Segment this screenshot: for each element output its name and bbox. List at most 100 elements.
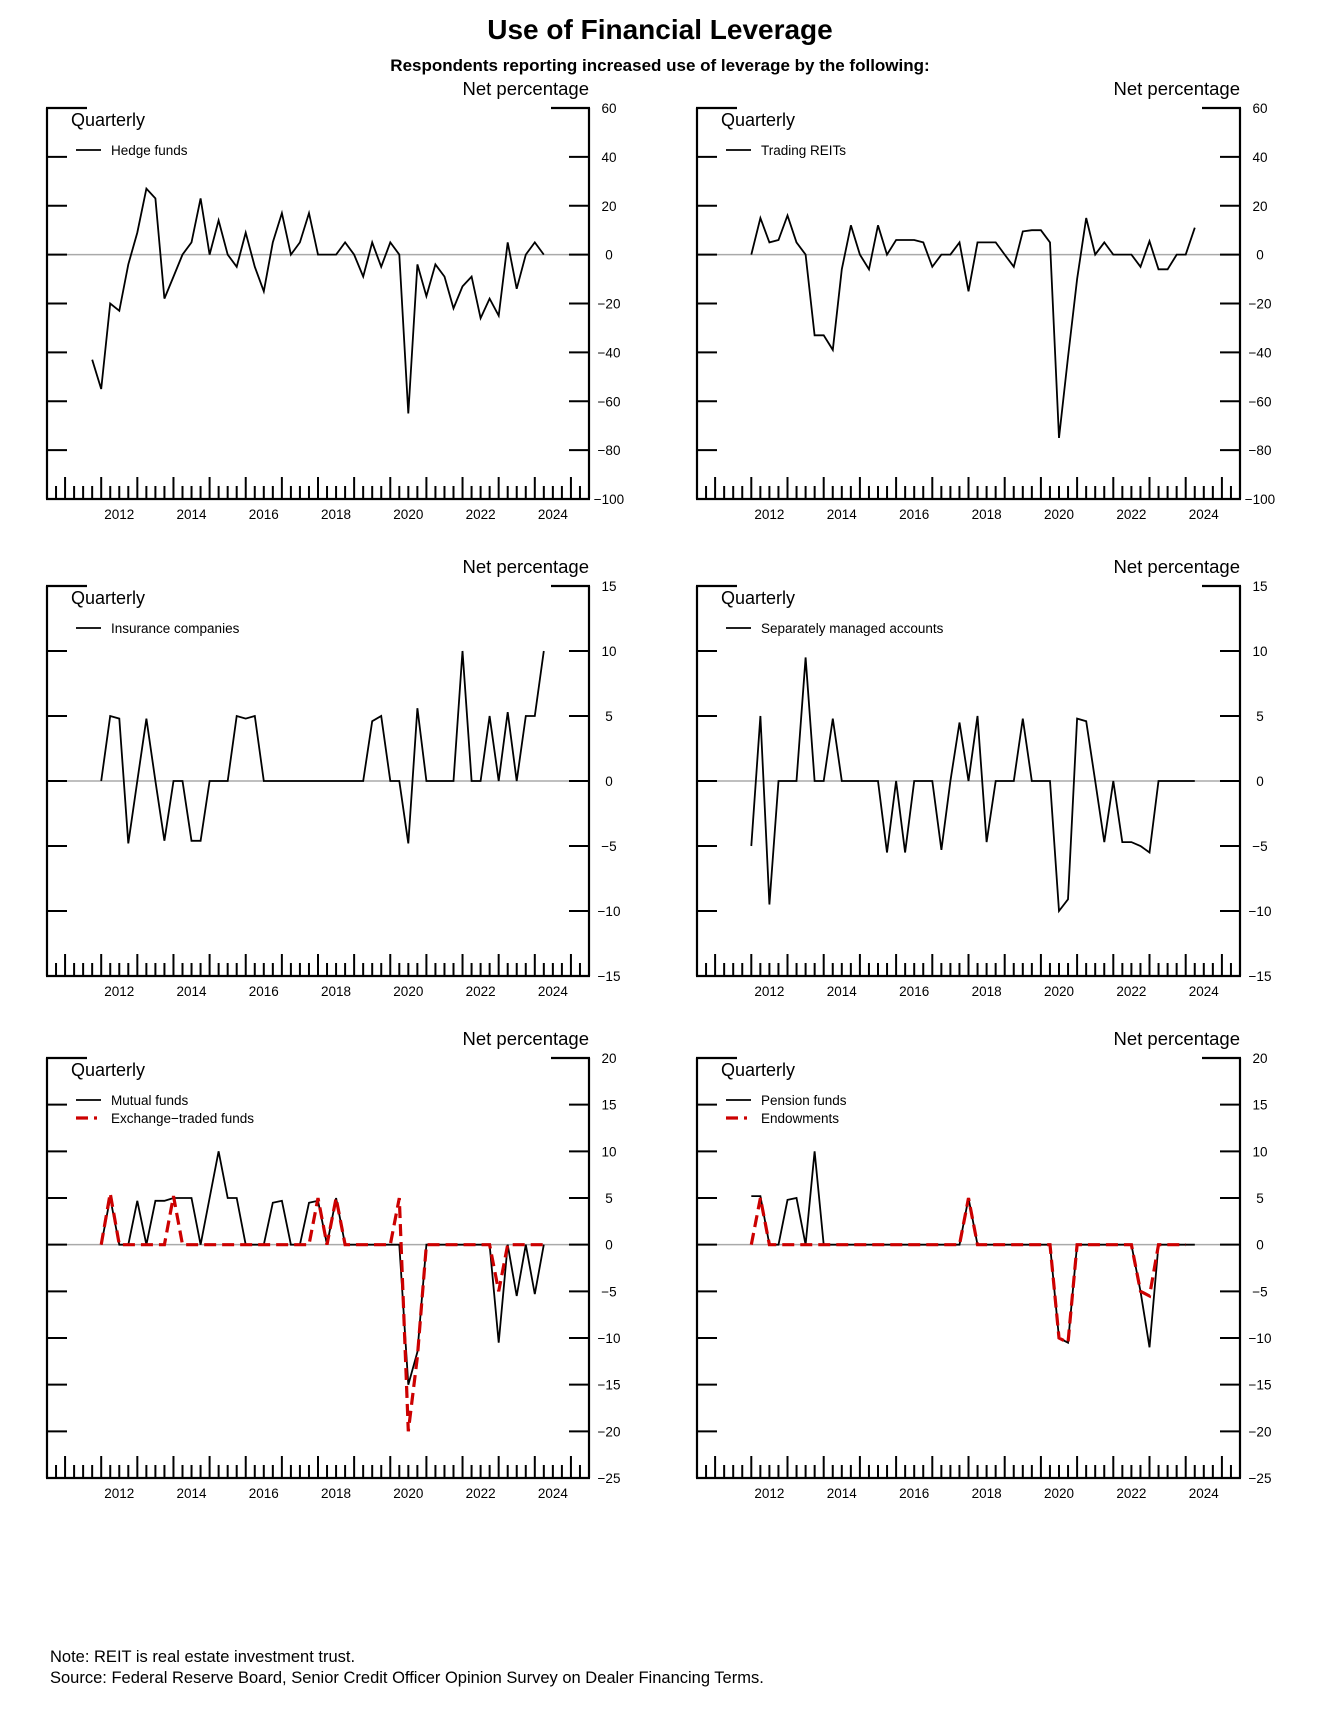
y-tick-label: −25 xyxy=(598,1471,621,1486)
x-tick-label: 2014 xyxy=(177,1486,208,1501)
y-tick-label: 5 xyxy=(1256,709,1264,724)
x-tick-label: 2022 xyxy=(466,507,496,522)
x-tick-label: 2012 xyxy=(104,1486,134,1501)
y-tick-label: 0 xyxy=(1256,774,1264,789)
x-tick-label: 2016 xyxy=(899,507,929,522)
y-tick-label: 5 xyxy=(605,1191,613,1206)
x-tick-label: 2020 xyxy=(1044,1486,1074,1501)
y-tick-label: −5 xyxy=(1252,1284,1267,1299)
x-tick-label: 2018 xyxy=(972,1486,1002,1501)
x-tick-label: 2012 xyxy=(104,984,134,999)
x-tick-label: 2024 xyxy=(538,984,569,999)
y-tick-label: −20 xyxy=(598,297,621,312)
legend-label: Pension funds xyxy=(761,1093,847,1108)
y-tick-label: −15 xyxy=(598,969,621,984)
y-axis-label: Net percentage xyxy=(462,1028,589,1049)
series-line xyxy=(750,657,1195,914)
chart-panel: 20 15 10 5 0 −5 −10 −15 −20 −25 2012 2014 2016 2018 20… xyxy=(695,1028,1272,1501)
y-axis-label: Net percentage xyxy=(1113,78,1240,99)
x-tick-label: 2012 xyxy=(754,1486,784,1501)
y-tick-label: 10 xyxy=(601,644,616,659)
series-line xyxy=(91,186,545,414)
figure-title: Use of Financial Leverage xyxy=(487,14,833,45)
y-tick-label: −15 xyxy=(1249,1378,1272,1393)
y-axis-label: Net percentage xyxy=(1113,1028,1240,1049)
y-tick-label: 0 xyxy=(605,774,613,789)
y-tick-label: 0 xyxy=(605,1238,613,1253)
x-tick-label: 2012 xyxy=(754,507,784,522)
y-tick-label: 15 xyxy=(601,1098,616,1113)
y-tick-label: −20 xyxy=(1249,297,1272,312)
x-tick-label: 2022 xyxy=(1116,507,1146,522)
y-tick-label: 0 xyxy=(1256,1238,1264,1253)
x-tick-label: 2020 xyxy=(393,507,423,522)
legend-label: Exchange−traded funds xyxy=(111,1111,254,1126)
x-tick-label: 2020 xyxy=(393,984,423,999)
chart-panel: 60 40 20 0 −20 −40 −60 −80 −100 2012 2014 2016 2018 2… xyxy=(695,78,1275,522)
x-tick-label: 2020 xyxy=(1044,984,1074,999)
y-tick-label: −80 xyxy=(1249,443,1272,458)
legend-label: Trading REITs xyxy=(761,143,846,158)
x-tick-label: 2022 xyxy=(466,1486,496,1501)
series-line xyxy=(750,212,1196,438)
frequency-label: Quarterly xyxy=(71,1060,145,1080)
y-tick-label: 10 xyxy=(601,1144,616,1159)
legend-label: Hedge funds xyxy=(111,143,188,158)
y-tick-label: −10 xyxy=(598,1331,621,1346)
x-tick-label: 2016 xyxy=(249,507,279,522)
y-tick-label: 0 xyxy=(1256,248,1264,263)
y-tick-label: −60 xyxy=(1249,394,1272,409)
x-tick-label: 2014 xyxy=(827,507,858,522)
y-tick-label: −25 xyxy=(1249,1471,1272,1486)
x-tick-label: 2014 xyxy=(177,507,208,522)
x-tick-label: 2016 xyxy=(249,1486,279,1501)
x-tick-label: 2018 xyxy=(972,507,1002,522)
y-tick-label: 40 xyxy=(601,150,616,165)
chart-panel: 60 40 20 0 −20 −40 −60 −80 −100 2012 2014 2016 2018 2… xyxy=(45,78,624,522)
series-line xyxy=(100,650,545,844)
x-tick-label: 2024 xyxy=(538,1486,569,1501)
y-tick-label: −10 xyxy=(598,904,621,919)
x-tick-label: 2020 xyxy=(1044,507,1074,522)
frequency-label: Quarterly xyxy=(71,110,145,130)
y-tick-label: −40 xyxy=(598,345,621,360)
legend-label: Separately managed accounts xyxy=(761,621,944,636)
x-tick-label: 2024 xyxy=(1189,984,1220,999)
footnote-note: Note: REIT is real estate investment tru… xyxy=(50,1648,356,1666)
x-tick-label: 2012 xyxy=(104,507,134,522)
y-tick-label: −80 xyxy=(598,443,621,458)
x-tick-label: 2020 xyxy=(393,1486,423,1501)
x-tick-label: 2016 xyxy=(899,1486,929,1501)
y-tick-label: −20 xyxy=(598,1424,621,1439)
y-tick-label: 40 xyxy=(1252,150,1267,165)
y-tick-label: 0 xyxy=(605,248,613,263)
legend-label: Mutual funds xyxy=(111,1093,189,1108)
x-tick-label: 2016 xyxy=(249,984,279,999)
y-tick-label: −40 xyxy=(1249,345,1272,360)
series-line xyxy=(100,1151,545,1385)
y-tick-label: 15 xyxy=(601,579,616,594)
chart-panel: 15 10 5 0 −5 −10 −15 2012 2014 2016 2018 2020 2022 20… xyxy=(45,556,621,999)
y-tick-label: −20 xyxy=(1249,1424,1272,1439)
y-axis-label: Net percentage xyxy=(462,78,589,99)
frequency-label: Quarterly xyxy=(721,110,795,130)
y-tick-label: 15 xyxy=(1252,579,1267,594)
x-tick-label: 2024 xyxy=(1189,507,1220,522)
y-tick-label: 5 xyxy=(1256,1191,1264,1206)
y-tick-label: −15 xyxy=(1249,969,1272,984)
y-tick-label: −5 xyxy=(601,1284,616,1299)
x-tick-label: 2018 xyxy=(972,984,1002,999)
x-tick-label: 2016 xyxy=(899,984,929,999)
frequency-label: Quarterly xyxy=(71,588,145,608)
x-tick-label: 2014 xyxy=(827,984,858,999)
figure-subtitle: Respondents reporting increased use of l… xyxy=(390,56,930,75)
x-tick-label: 2022 xyxy=(466,984,496,999)
y-tick-label: −5 xyxy=(601,839,616,854)
series-line xyxy=(749,1197,1186,1346)
y-tick-label: 5 xyxy=(605,709,613,724)
y-axis-label: Net percentage xyxy=(1113,556,1240,577)
y-tick-label: −60 xyxy=(598,394,621,409)
footnote-source: Source: Federal Reserve Board, Senior Cr… xyxy=(50,1669,764,1687)
y-tick-label: −100 xyxy=(1245,492,1275,507)
